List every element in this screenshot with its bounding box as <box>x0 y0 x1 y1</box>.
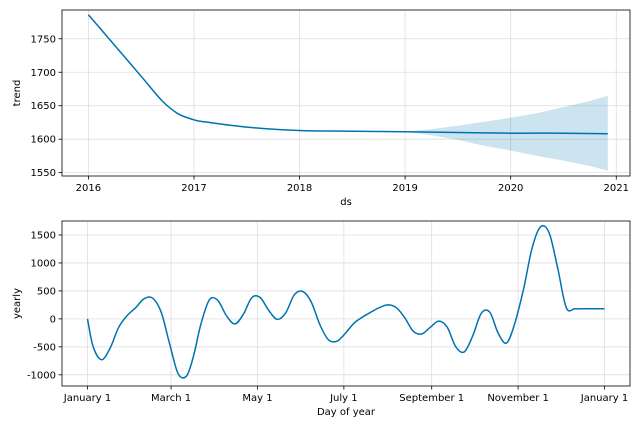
x-tick-label: January 1 <box>63 393 111 404</box>
x-tick-label: 2016 <box>76 183 101 194</box>
y-tick-label: 1600 <box>31 135 56 146</box>
y-tick-label: -500 <box>33 342 56 353</box>
y-tick-label: 500 <box>37 286 56 297</box>
x-tick-label: March 1 <box>151 393 191 404</box>
trend-x-axis-label: ds <box>340 197 352 208</box>
y-tick-label: 0 <box>50 314 56 325</box>
trend-line <box>87 14 608 135</box>
yearly-axes-frame <box>61 220 631 387</box>
x-tick-label: May 1 <box>242 393 272 404</box>
trend-axes-frame <box>61 9 631 177</box>
yearly-x-axis-label: Day of year <box>317 407 376 418</box>
y-tick-label: 1750 <box>31 34 56 45</box>
x-tick-label: September 1 <box>399 393 464 404</box>
y-tick-label: 1550 <box>31 168 56 179</box>
x-tick-label: 2019 <box>392 183 417 194</box>
y-tick-label: -1000 <box>27 370 56 381</box>
yearly-seasonality-line <box>86 224 605 379</box>
y-tick-label: 1700 <box>31 68 56 79</box>
trend-gridlines <box>62 10 630 176</box>
y-tick-label: 1000 <box>31 258 56 269</box>
trend-ticks: 2016 2017 2018 2019 2020 2021 1550 1600 1650 1700… <box>31 34 629 194</box>
x-tick-label: 2020 <box>498 183 523 194</box>
yearly-gridlines <box>62 221 630 386</box>
x-tick-label: 2018 <box>287 183 312 194</box>
x-tick-label: January 1 <box>580 393 628 404</box>
y-tick-label: 1650 <box>31 101 56 112</box>
x-tick-label: July 1 <box>329 393 358 404</box>
yearly-panel: January 1 March 1 May 1 July 1 September 1 No… <box>12 220 631 418</box>
x-tick-label: 2021 <box>604 183 629 194</box>
x-tick-label: November 1 <box>487 393 549 404</box>
yearly-y-axis-label: yearly <box>12 288 23 319</box>
trend-panel: 2016 2017 2018 2019 2020 2021 1550 1600 1650 1700… <box>12 9 631 208</box>
y-tick-label: 1500 <box>31 230 56 241</box>
trend-y-axis-label: trend <box>12 80 23 107</box>
yearly-ticks: January 1 March 1 May 1 July 1 September 1 No… <box>27 230 628 404</box>
x-tick-label: 2017 <box>181 183 206 194</box>
